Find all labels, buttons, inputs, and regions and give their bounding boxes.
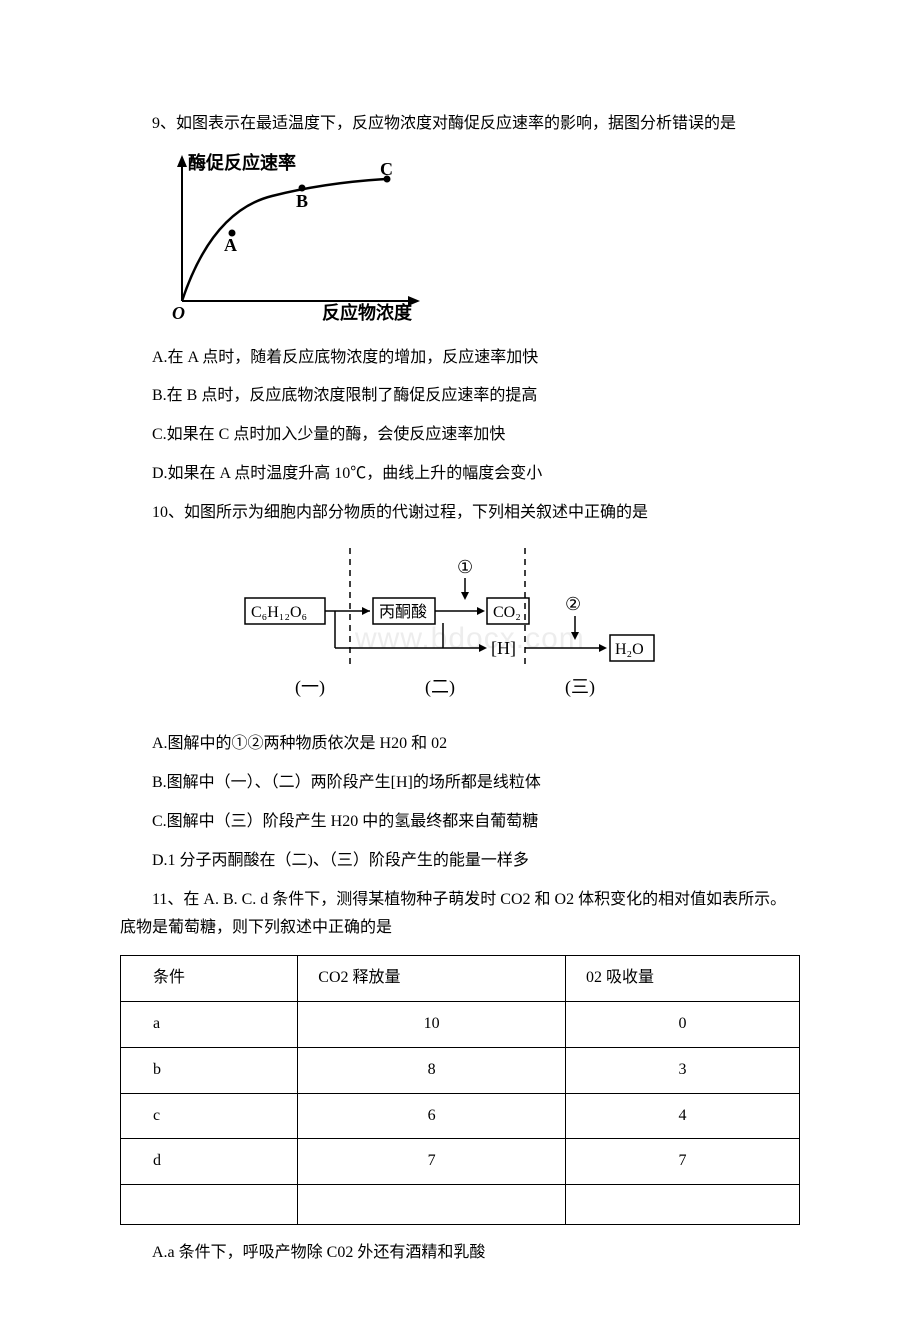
q10-option-d: D.1 分子丙酮酸在（二)、（三）阶段产生的能量一样多 [120,847,800,876]
q10-diagram: www.bdocx.com C₆H₁₂O₆ 丙酮酸 ① CO₂ [H] ② [120,538,800,719]
table-cell [121,1185,298,1225]
svg-text:C₆H₁₂O₆: C₆H₁₂O₆ [251,604,307,621]
q10-option-a: A.图解中的①②两种物质依次是 H20 和 02 [120,730,800,759]
q10-option-b: B.图解中（一）、（二）两阶段产生[H]的场所都是线粒体 [120,769,800,798]
table-cell: 4 [565,1093,799,1139]
svg-text:(三): (三) [565,677,595,698]
svg-text:[H]: [H] [491,638,516,658]
svg-text:①: ① [457,557,473,577]
q9-ylabel: 酶促反应速率 [188,152,296,173]
q11-option-a: A.a 条件下，呼吸产物除 C02 外还有酒精和乳酸 [120,1239,800,1268]
svg-text:B: B [296,191,308,211]
table-cell: b [121,1047,298,1093]
q9-xlabel: 反应物浓度 [322,302,413,321]
table-cell: 7 [298,1139,566,1185]
table-cell: 3 [565,1047,799,1093]
svg-text:CO₂: CO₂ [493,604,521,621]
q9-option-a: A.在 A 点时，随着反应底物浓度的增加，反应速率加快 [120,344,800,373]
svg-text:(二): (二) [425,677,455,698]
q9-option-c: C.如果在 C 点时加入少量的酶，会使反应速率加快 [120,421,800,450]
table-cell: 10 [298,1001,566,1047]
table-cell: 8 [298,1047,566,1093]
svg-text:O: O [172,303,185,321]
q9-stem: 9、如图表示在最适温度下，反应物浓度对酶促反应速率的影响，据图分析错误的是 [120,110,800,139]
svg-text:H₂O: H₂O [615,641,644,658]
q10-stem: 10、如图所示为细胞内部分物质的代谢过程，下列相关叙述中正确的是 [120,499,800,528]
svg-text:A: A [224,235,237,255]
svg-text:丙酮酸: 丙酮酸 [379,603,427,621]
q9-chart: A B C 酶促反应速率 反应物浓度 O [152,151,800,332]
table-cell: a [121,1001,298,1047]
table-cell: 0 [565,1001,799,1047]
q11-table: 条件 CO2 释放量 02 吸收量 a 10 0 b 8 3 c 6 4 d 7… [120,955,800,1225]
q10-option-c: C.图解中（三）阶段产生 H20 中的氢最终都来自葡萄糖 [120,808,800,837]
q9-option-d: D.如果在 A 点时温度升高 10℃，曲线上升的幅度会变小 [120,460,800,489]
table-cell: 6 [298,1093,566,1139]
table-cell: d [121,1139,298,1185]
table-cell [298,1185,566,1225]
table-cell: 7 [565,1139,799,1185]
svg-text:www.bdocx.com: www.bdocx.com [354,622,585,655]
q11-stem: 11、在 A. B. C. d 条件下，测得某植物种子萌发时 CO2 和 O2 … [120,886,800,944]
table-cell [565,1185,799,1225]
q11-col-2: 02 吸收量 [565,956,799,1002]
svg-text:(一): (一) [295,677,325,698]
svg-text:C: C [380,159,393,179]
q11-col-0: 条件 [121,956,298,1002]
q9-option-b: B.在 B 点时，反应底物浓度限制了酶促反应速率的提高 [120,382,800,411]
table-cell: c [121,1093,298,1139]
q11-col-1: CO2 释放量 [298,956,566,1002]
svg-text:②: ② [565,594,581,614]
